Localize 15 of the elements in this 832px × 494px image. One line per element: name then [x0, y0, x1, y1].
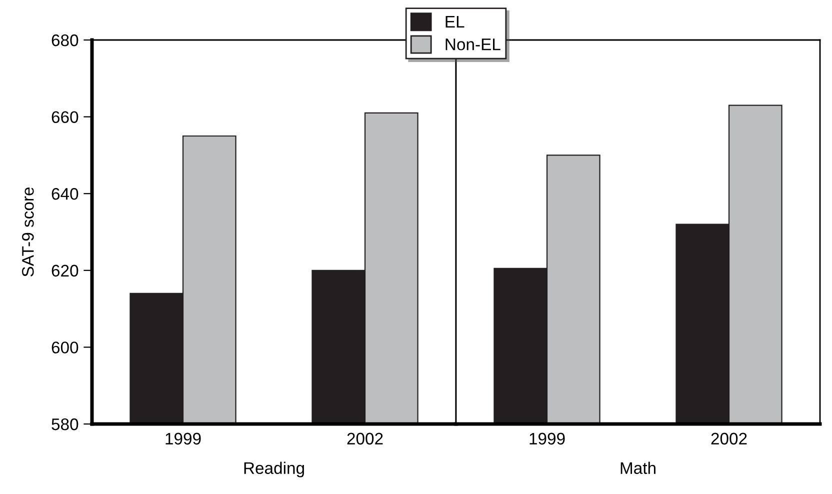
y-tick-label: 600 [52, 342, 78, 354]
x-tick-label: 1999 [530, 432, 565, 445]
x-tick-label: 2002 [711, 432, 747, 445]
y-tick-label: 640 [52, 188, 78, 200]
x-tick-label: 1999 [166, 432, 201, 445]
legend-label: Non-EL [446, 38, 500, 50]
y-tick-label: 620 [52, 264, 78, 277]
y-tick-label: 580 [52, 418, 78, 430]
legend-label: EL [446, 16, 464, 28]
y-axis-title: SAT-9 score [22, 188, 34, 276]
x-axis-title: Reading [244, 462, 304, 478]
y-tick-label: 680 [52, 34, 78, 46]
x-tick-label: 2002 [347, 432, 383, 445]
x-axis-title: Math [620, 462, 656, 474]
y-tick-label: 660 [52, 111, 78, 124]
